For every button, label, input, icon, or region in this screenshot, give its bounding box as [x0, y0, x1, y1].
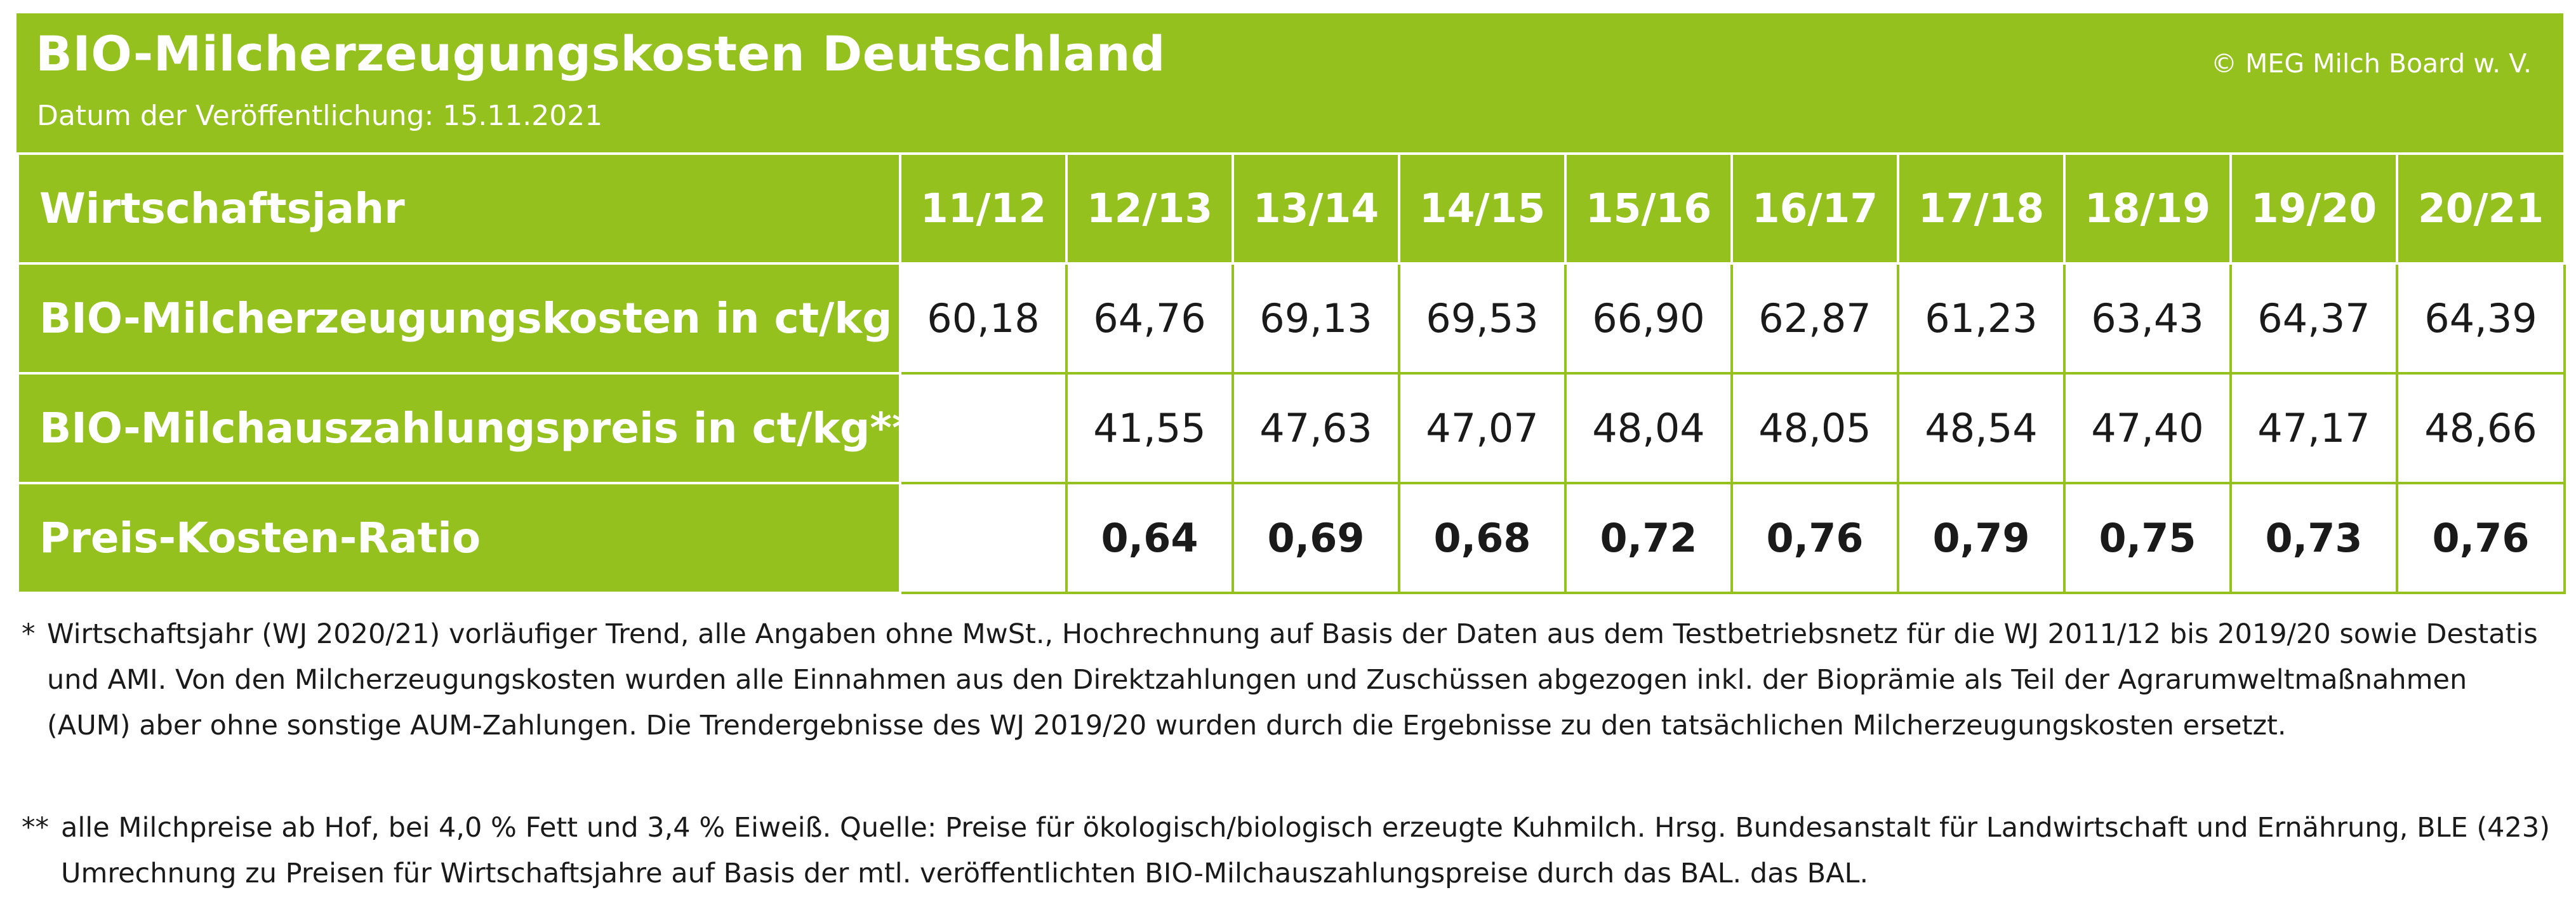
- year-header: 19/20: [2229, 152, 2398, 265]
- page-title: BIO-Milcherzeugungskosten Deutschland: [36, 25, 1166, 82]
- table-cell: 0,68: [1398, 482, 1567, 594]
- copyright-notice: © MEG Milch Board w. V.: [2211, 48, 2532, 79]
- table-cell: 0,76: [2396, 482, 2566, 594]
- table-cell: 63,43: [2063, 262, 2232, 375]
- publication-date: Datum der Veröffentlichung: 15.11.2021: [37, 100, 603, 132]
- table-cell: 0,73: [2229, 482, 2398, 594]
- table-cell: 47,17: [2229, 372, 2398, 484]
- year-header: 11/12: [899, 152, 1068, 265]
- year-header: 12/13: [1065, 152, 1234, 265]
- data-table: Wirtschaftsjahr 11/12 12/13 13/14 14/15 15/16…: [17, 152, 2566, 594]
- row-label: BIO-Milcherzeugungskosten in ct/kg *: [17, 262, 929, 375]
- year-header: 13/14: [1232, 152, 1400, 265]
- table-cell: 47,40: [2063, 372, 2232, 484]
- table-cell: 0,72: [1564, 482, 1733, 594]
- table-cell: 47,63: [1232, 372, 1400, 484]
- table-cell: 47,07: [1398, 372, 1567, 484]
- table-cell: 0,75: [2063, 482, 2232, 594]
- table-cell: 48,04: [1564, 372, 1733, 484]
- footnote-text: alle Milchpreise ab Hof, bei 4,0 % Fett …: [61, 812, 2550, 889]
- table-cell: 0,69: [1232, 482, 1400, 594]
- row-label: Preis-Kosten-Ratio: [17, 482, 901, 594]
- footnote-1: * Wirtschaftsjahr (WJ 2020/21) vorläufig…: [22, 611, 2554, 748]
- table-cell: 69,13: [1232, 262, 1400, 375]
- table-cell: 0,76: [1730, 482, 1899, 594]
- table-row: BIO-Milchauszahlungspreis in ct/kg** 41,5…: [17, 372, 2566, 484]
- table-cell: 48,05: [1730, 372, 1899, 484]
- table-cell: 60,18: [899, 262, 1068, 375]
- table-row: BIO-Milcherzeugungskosten in ct/kg * 60,1…: [17, 262, 2566, 375]
- table-cell: [899, 482, 1068, 594]
- footnote-mark: **: [22, 812, 49, 844]
- header-row: Wirtschaftsjahr 11/12 12/13 13/14 14/15 15/16…: [17, 152, 2566, 265]
- table-cell: 0,64: [1065, 482, 1234, 594]
- table-cell: 41,55: [1065, 372, 1234, 484]
- table-cell: 0,79: [1897, 482, 2066, 594]
- year-header: 18/19: [2063, 152, 2232, 265]
- table-cell: 64,37: [2229, 262, 2398, 375]
- table-cell: 61,23: [1897, 262, 2066, 375]
- year-header: 20/21: [2396, 152, 2566, 265]
- footnote-mark: *: [22, 618, 36, 650]
- table-cell: 62,87: [1730, 262, 1899, 375]
- table-cell: 64,76: [1065, 262, 1234, 375]
- row-label: BIO-Milchauszahlungspreis in ct/kg**: [17, 372, 913, 484]
- column-header-label: Wirtschaftsjahr: [17, 152, 901, 265]
- year-header: 15/16: [1564, 152, 1733, 265]
- year-header: 14/15: [1398, 152, 1567, 265]
- footnote-text: Wirtschaftsjahr (WJ 2020/21) vorläufiger…: [47, 618, 2538, 741]
- footnote-2: ** alle Milchpreise ab Hof, bei 4,0 % Fe…: [22, 805, 2554, 896]
- table-cell: 48,66: [2396, 372, 2566, 484]
- table-cell: 69,53: [1398, 262, 1567, 375]
- table-cell: [899, 372, 1068, 484]
- table-row: Preis-Kosten-Ratio 0,64 0,69 0,68 0,72 0,76 0,…: [17, 482, 2566, 594]
- table-cell: 48,54: [1897, 372, 2066, 484]
- year-header: 17/18: [1897, 152, 2066, 265]
- year-header: 16/17: [1730, 152, 1899, 265]
- table-cell: 66,90: [1564, 262, 1733, 375]
- table-cell: 64,39: [2396, 262, 2566, 375]
